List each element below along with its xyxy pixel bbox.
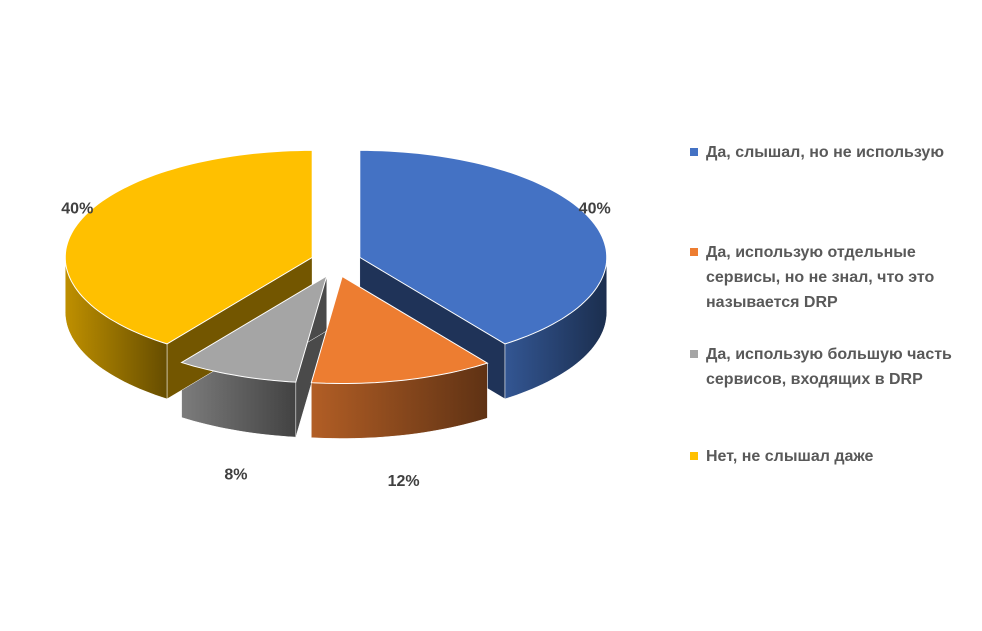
slice: [359, 149, 608, 345]
slice: [180, 274, 328, 383]
slice: [64, 149, 313, 345]
data-label: 8%: [224, 466, 247, 483]
legend-swatch: [690, 452, 698, 460]
slice: [310, 275, 489, 384]
legend-item: Да, использую большую часть сервисов, вх…: [690, 342, 982, 392]
data-label: 12%: [388, 473, 420, 490]
legend-label: Да, слышал, но не использую: [706, 144, 944, 161]
legend-swatch: [690, 248, 698, 256]
legend-swatch: [690, 148, 698, 156]
legend-swatch: [690, 350, 698, 358]
legend-item: Нет, не слышал даже: [690, 444, 982, 469]
legend-item: Да, слышал, но не использую: [690, 140, 982, 165]
legend-item: Да, использую отдельные сервисы, но не з…: [690, 240, 982, 315]
data-label: 40%: [579, 201, 611, 218]
legend-label: Да, использую большую часть сервисов, вх…: [706, 346, 952, 388]
labels: 40% 12% 8% 40%: [61, 201, 610, 490]
tops: [64, 149, 608, 384]
legend-label: Да, использую отдельные сервисы, но не з…: [706, 244, 935, 311]
legend-label: Нет, не слышал даже: [706, 448, 874, 465]
data-label: 40%: [61, 201, 93, 218]
